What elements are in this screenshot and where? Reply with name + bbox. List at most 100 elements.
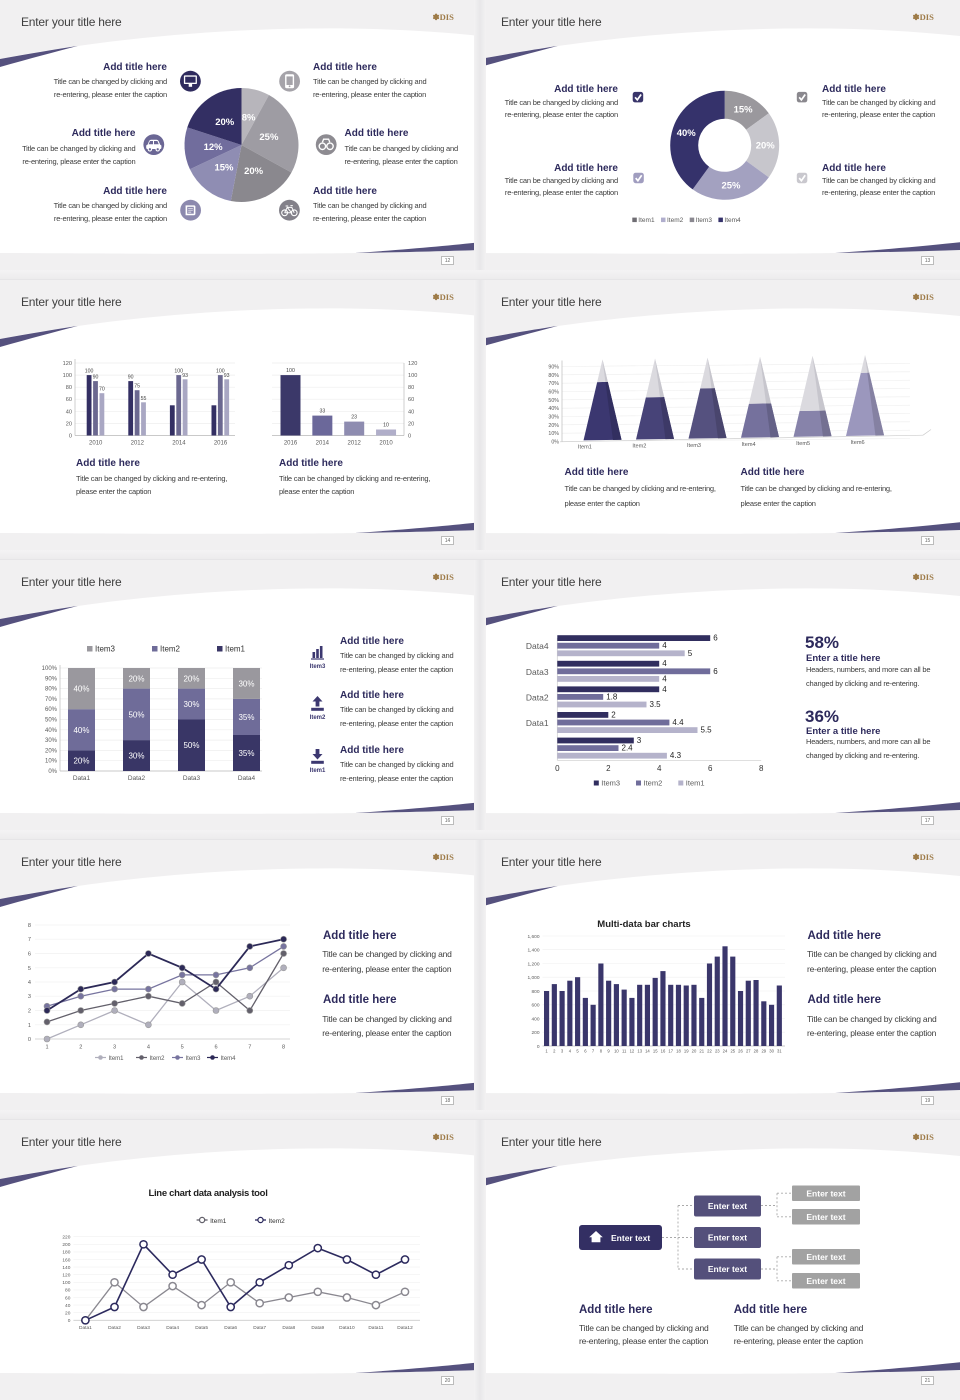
svg-text:Enter text: Enter text: [806, 1252, 845, 1262]
svg-text:0: 0: [408, 434, 411, 440]
svg-text:1,600: 1,600: [527, 934, 539, 940]
svg-text:Item5: Item5: [796, 441, 810, 447]
svg-text:3.5: 3.5: [650, 700, 662, 709]
svg-text:Data1: Data1: [73, 775, 91, 782]
svg-text:60: 60: [65, 1295, 71, 1301]
svg-text:Item3: Item3: [696, 217, 713, 224]
svg-text:33: 33: [319, 409, 325, 415]
svg-text:8: 8: [28, 923, 31, 929]
svg-text:20%: 20%: [215, 117, 235, 128]
svg-text:27: 27: [746, 1049, 751, 1054]
svg-text:2.4: 2.4: [622, 744, 634, 753]
svg-text:40%: 40%: [73, 726, 89, 735]
svg-text:10%: 10%: [45, 759, 58, 765]
svg-text:Item6: Item6: [851, 440, 865, 446]
svg-text:1,400: 1,400: [527, 948, 539, 954]
svg-text:Enter text: Enter text: [708, 1233, 747, 1243]
svg-text:4: 4: [569, 1049, 572, 1054]
svg-text:40: 40: [408, 409, 414, 415]
svg-text:0: 0: [28, 1037, 31, 1043]
svg-text:Data1: Data1: [526, 718, 549, 728]
svg-text:3: 3: [561, 1049, 564, 1054]
svg-text:Item3: Item3: [186, 1056, 202, 1062]
svg-text:0%: 0%: [551, 440, 559, 446]
svg-text:6: 6: [713, 667, 718, 676]
svg-text:Item4: Item4: [724, 217, 741, 224]
svg-text:Item2: Item2: [269, 1218, 286, 1225]
svg-text:80%: 80%: [45, 687, 58, 693]
svg-text:Item2: Item2: [150, 1056, 166, 1062]
svg-text:Item2: Item2: [632, 444, 646, 450]
svg-text:100: 100: [174, 369, 183, 375]
svg-text:1: 1: [28, 1023, 31, 1029]
svg-text:20%: 20%: [73, 757, 89, 766]
svg-text:60%: 60%: [548, 390, 559, 396]
svg-text:20%: 20%: [183, 674, 199, 683]
svg-text:Item1: Item1: [210, 1218, 227, 1225]
svg-text:4: 4: [662, 641, 667, 650]
svg-text:26: 26: [738, 1049, 743, 1054]
svg-text:Data3: Data3: [526, 667, 549, 677]
svg-text:220: 220: [62, 1235, 70, 1241]
svg-text:100: 100: [62, 1280, 70, 1286]
svg-text:Enter text: Enter text: [708, 1264, 747, 1274]
svg-text:2: 2: [28, 1009, 31, 1015]
svg-text:50%: 50%: [45, 718, 58, 724]
svg-text:80: 80: [408, 385, 414, 391]
svg-text:Enter text: Enter text: [806, 1212, 845, 1222]
svg-text:4: 4: [662, 674, 667, 683]
svg-text:600: 600: [531, 1003, 539, 1009]
svg-text:3: 3: [637, 736, 642, 745]
svg-text:180: 180: [62, 1250, 70, 1256]
svg-text:12%: 12%: [204, 142, 224, 153]
svg-text:20%: 20%: [548, 423, 559, 429]
svg-text:100: 100: [85, 369, 94, 375]
svg-text:75: 75: [134, 384, 140, 390]
svg-text:40%: 40%: [548, 406, 559, 412]
svg-text:20: 20: [692, 1049, 697, 1054]
svg-text:Data8: Data8: [282, 1325, 295, 1331]
svg-text:20: 20: [66, 421, 72, 427]
svg-text:0: 0: [69, 434, 72, 440]
svg-text:90: 90: [128, 375, 134, 381]
svg-text:Data4: Data4: [526, 641, 549, 651]
svg-text:40%: 40%: [45, 728, 58, 734]
svg-text:0: 0: [537, 1044, 540, 1050]
svg-text:23: 23: [715, 1049, 720, 1054]
svg-text:120: 120: [63, 361, 72, 367]
svg-text:29: 29: [761, 1049, 766, 1054]
svg-text:140: 140: [62, 1265, 70, 1271]
svg-text:60%: 60%: [45, 707, 58, 713]
svg-text:25: 25: [730, 1049, 735, 1054]
svg-text:14: 14: [645, 1049, 650, 1054]
svg-text:9: 9: [607, 1049, 610, 1054]
svg-text:2: 2: [553, 1049, 556, 1054]
svg-text:30%: 30%: [238, 679, 254, 688]
svg-text:0: 0: [555, 764, 560, 773]
svg-text:21: 21: [699, 1049, 704, 1054]
svg-text:93: 93: [182, 373, 188, 379]
svg-text:80: 80: [65, 1288, 71, 1294]
svg-text:Item1: Item1: [310, 768, 326, 774]
svg-text:70: 70: [99, 387, 105, 393]
svg-text:100: 100: [63, 373, 72, 379]
svg-text:35%: 35%: [238, 713, 254, 722]
svg-text:Data5: Data5: [195, 1325, 208, 1331]
svg-text:0: 0: [68, 1318, 71, 1324]
svg-text:4.3: 4.3: [670, 751, 682, 760]
svg-text:Data1: Data1: [79, 1325, 92, 1331]
svg-text:2012: 2012: [131, 441, 145, 447]
svg-text:8: 8: [282, 1045, 285, 1051]
svg-text:30%: 30%: [548, 415, 559, 421]
svg-text:7: 7: [28, 937, 31, 943]
svg-text:4: 4: [147, 1045, 150, 1051]
svg-text:6: 6: [713, 634, 718, 643]
svg-text:160: 160: [62, 1257, 70, 1263]
svg-text:2: 2: [611, 710, 616, 719]
svg-text:8%: 8%: [242, 112, 256, 123]
svg-text:30%: 30%: [45, 738, 58, 744]
svg-text:Data2: Data2: [526, 692, 549, 702]
svg-text:Data10: Data10: [339, 1325, 355, 1331]
svg-text:Enter text: Enter text: [611, 1233, 650, 1243]
svg-text:40: 40: [65, 1303, 71, 1309]
